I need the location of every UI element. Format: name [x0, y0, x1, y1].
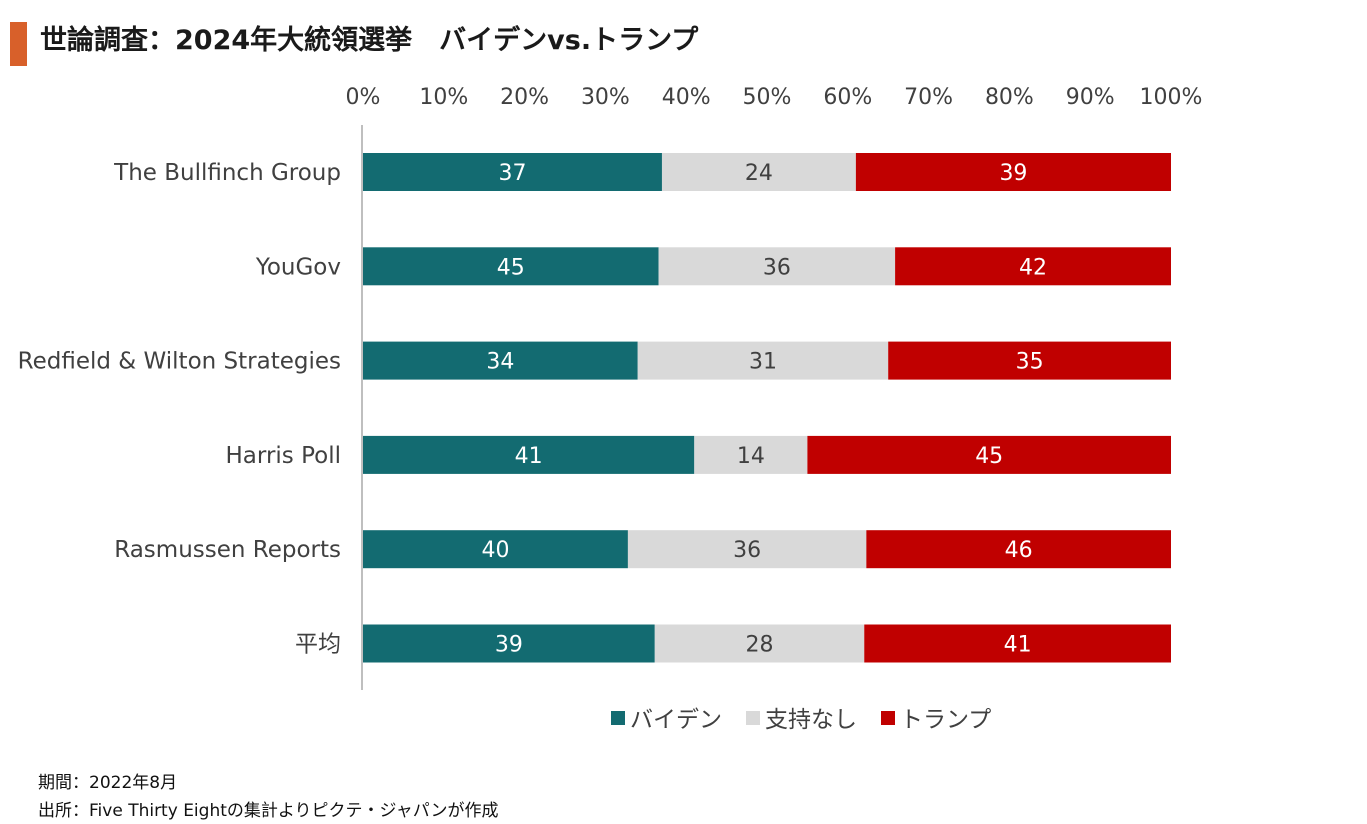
bar-segment — [637, 341, 889, 380]
data-label: 35 — [1016, 350, 1044, 375]
title-accent-bar — [10, 22, 27, 66]
data-label: 41 — [515, 444, 543, 469]
data-label: 39 — [495, 633, 523, 658]
bar-segment — [855, 153, 1171, 191]
data-label: 24 — [745, 161, 773, 186]
data-label: 36 — [733, 538, 761, 563]
bar-segment — [363, 341, 638, 380]
page-title: 世論調査：2024年大統領選挙 バイデンvs.トランプ — [40, 25, 699, 56]
data-label: 28 — [746, 633, 774, 658]
legend-swatch — [881, 711, 895, 725]
bar-segment — [654, 624, 865, 663]
bar-segment — [864, 624, 1171, 663]
data-label: 40 — [481, 538, 509, 563]
category-label: Rasmussen Reports — [114, 537, 341, 563]
category-label: The Bullfinch Group — [113, 160, 341, 186]
data-label: 45 — [497, 255, 525, 280]
bar-segment — [627, 530, 867, 569]
data-label: 42 — [1019, 255, 1047, 280]
data-label: 39 — [999, 161, 1027, 186]
bar-segment — [363, 153, 662, 191]
x-tick-label: 0% — [346, 85, 381, 110]
footer-source: 出所：Five Thirty Eightの集計よりピクテ・ジャパンが作成 — [38, 801, 499, 821]
data-label: 31 — [749, 350, 777, 375]
data-label: 14 — [737, 444, 765, 469]
bar-segment — [807, 435, 1171, 474]
bar-segment — [363, 435, 695, 474]
x-tick-label: 60% — [823, 85, 872, 110]
x-tick-label: 10% — [419, 85, 468, 110]
legend-label: バイデン — [630, 707, 722, 733]
bar-segment — [661, 153, 856, 191]
data-label: 41 — [1004, 633, 1032, 658]
bar-segment — [694, 435, 808, 474]
x-tick-label: 100% — [1140, 85, 1203, 110]
bar-segment — [658, 247, 896, 286]
bar-segment — [363, 530, 628, 569]
bar-segment — [363, 624, 655, 663]
x-tick-label: 70% — [904, 85, 953, 110]
data-label: 36 — [763, 255, 791, 280]
x-tick-label: 30% — [581, 85, 630, 110]
data-label: 34 — [486, 350, 514, 375]
legend-swatch — [611, 711, 625, 725]
x-tick-label: 90% — [1066, 85, 1115, 110]
category-label: Redfield & Wilton Strategies — [18, 349, 341, 375]
bar-segment — [888, 341, 1171, 380]
x-tick-label: 80% — [985, 85, 1034, 110]
legend-label: トランプ — [900, 707, 991, 733]
x-tick-label: 40% — [662, 85, 711, 110]
data-label: 45 — [975, 444, 1003, 469]
legend-swatch — [746, 711, 760, 725]
category-label: 平均 — [295, 632, 341, 658]
data-label: 37 — [498, 161, 526, 186]
x-tick-label: 20% — [500, 85, 549, 110]
category-label: YouGov — [255, 254, 341, 280]
bar-segment — [866, 530, 1171, 569]
legend-label: 支持なし — [765, 707, 857, 733]
x-tick-label: 50% — [743, 85, 792, 110]
bar-segment — [895, 247, 1171, 286]
category-label: Harris Poll — [226, 443, 341, 469]
footer-period: 期間：2022年8月 — [38, 773, 178, 793]
bar-segment — [363, 247, 659, 286]
data-label: 46 — [1005, 538, 1033, 563]
